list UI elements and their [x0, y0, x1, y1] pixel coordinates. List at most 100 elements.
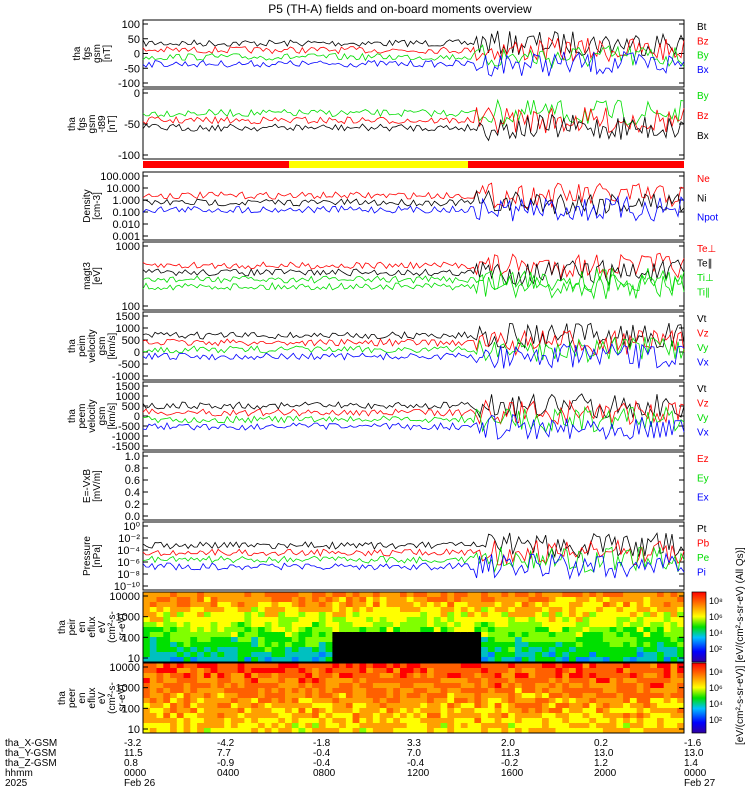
- spectrogram-cell: [582, 642, 590, 648]
- spectrogram-cell: [521, 592, 529, 598]
- spectrogram-cell: [312, 622, 320, 628]
- spectrogram-cell: [542, 728, 550, 734]
- spectrogram-cell: [460, 602, 469, 608]
- y-axis-label: -t89: [97, 115, 108, 133]
- spectrogram-cell: [359, 647, 367, 653]
- spectrogram-cell: [237, 642, 245, 648]
- spectrogram-cell: [623, 668, 631, 674]
- spectrogram-cell: [156, 622, 164, 628]
- spectrogram-cell: [521, 612, 529, 618]
- y-tick-label: 500: [122, 401, 140, 413]
- spectrogram-cell: [548, 678, 557, 684]
- spectrogram-cell: [291, 668, 300, 674]
- series-Ti⊥: [142, 267, 685, 293]
- spectrogram-cell: [629, 612, 638, 618]
- spectrogram-cell: [224, 637, 232, 643]
- spectrogram-cell: [657, 718, 665, 724]
- panel-frame: [142, 171, 685, 241]
- spectrogram-cell: [271, 657, 279, 663]
- spectrogram-cell: [203, 723, 212, 729]
- spectrogram-cell: [244, 657, 252, 663]
- spectrogram-cell: [224, 663, 232, 669]
- spectrogram-cell: [325, 632, 333, 638]
- spectrogram-cell: [508, 683, 516, 689]
- spectrogram-cell: [481, 642, 489, 648]
- spectrogram-cell: [224, 602, 232, 608]
- spectrogram-cell: [460, 673, 469, 679]
- spectrogram-cell: [359, 683, 367, 689]
- spectrogram-cell: [629, 703, 638, 709]
- spectrogram-cell: [258, 693, 266, 699]
- spectrogram-cell: [535, 652, 543, 658]
- spectrogram-cell: [393, 657, 401, 663]
- spectrogram-cell: [562, 708, 570, 714]
- spectrogram-cell: [657, 642, 665, 648]
- legend-Ne: Ne: [697, 174, 710, 185]
- spectrogram-cell: [237, 698, 245, 704]
- spectrogram-cell: [244, 592, 252, 598]
- spectrogram-cell: [535, 622, 543, 628]
- spectrogram-cell: [230, 607, 239, 613]
- spectrogram-cell: [575, 713, 584, 719]
- spectrogram-cell: [366, 612, 374, 618]
- spectrogram-cell: [542, 678, 550, 684]
- spectrogram-cell: [623, 693, 631, 699]
- spectrogram-cell: [629, 657, 638, 663]
- spectrogram-cell: [264, 683, 272, 689]
- spectrogram-cell: [643, 632, 651, 638]
- spectrogram-cell: [400, 612, 408, 618]
- spectrogram-cell: [217, 632, 225, 638]
- spectrogram-cell: [339, 673, 347, 679]
- spectrogram-cell: [203, 713, 212, 719]
- spectrogram-cell: [298, 617, 306, 623]
- spectrogram-cell: [413, 627, 421, 633]
- spectrogram-cell: [460, 647, 469, 653]
- spectrogram-cell: [596, 617, 604, 623]
- spectrogram-cell: [251, 708, 259, 714]
- spectrogram-cell: [278, 678, 286, 684]
- spectrogram-cell: [406, 713, 414, 719]
- spectrogram-cell: [650, 652, 658, 658]
- spectrogram-cell: [643, 607, 651, 613]
- spectrogram-cell: [420, 632, 428, 638]
- spectrogram-cell: [521, 688, 529, 694]
- spectrogram-cell: [318, 693, 327, 699]
- spectrogram-cell: [291, 713, 300, 719]
- spectrogram-cell: [596, 678, 604, 684]
- spectrogram-cell: [609, 647, 617, 653]
- spectrogram-cell: [203, 642, 212, 648]
- spectrogram-cell: [400, 592, 408, 598]
- spectrogram-cell: [643, 647, 651, 653]
- spectrogram-cell: [596, 602, 604, 608]
- spectrogram-cell: [183, 678, 191, 684]
- spectrogram-cell: [481, 663, 489, 669]
- spectrogram-cell: [501, 657, 509, 663]
- spectrogram-cell: [176, 708, 185, 714]
- spectrogram-cell: [325, 647, 333, 653]
- spectrogram-cell: [575, 637, 584, 643]
- spectrogram-cell: [677, 622, 685, 628]
- spectrogram-cell: [271, 637, 279, 643]
- spectrogram-cell: [332, 673, 340, 679]
- spectrogram-cell: [312, 612, 320, 618]
- spectrogram-cell: [467, 647, 475, 653]
- y-tick-label: 1.000: [112, 195, 140, 207]
- spectrogram-cell: [312, 657, 320, 663]
- spectrogram-cell: [285, 607, 293, 613]
- spectrogram-cell: [609, 673, 617, 679]
- spectrogram-cell: [264, 617, 272, 623]
- spectrogram-cell: [352, 708, 360, 714]
- spectrogram-cell: [264, 708, 272, 714]
- y-tick-label: -1500: [112, 441, 140, 453]
- spectrogram-cell: [352, 627, 360, 633]
- spectrogram-cell: [413, 617, 421, 623]
- spectrogram-cell: [258, 657, 266, 663]
- y-axis-label: velocity: [87, 399, 98, 432]
- spectrogram-cell: [325, 592, 333, 598]
- spectrogram-cell: [569, 708, 577, 714]
- spectrogram-cell: [163, 718, 171, 724]
- spectrogram-cell: [210, 678, 218, 684]
- spectrogram-cell: [143, 652, 151, 658]
- spectrogram-cell: [629, 663, 638, 669]
- spectrogram-cell: [318, 678, 327, 684]
